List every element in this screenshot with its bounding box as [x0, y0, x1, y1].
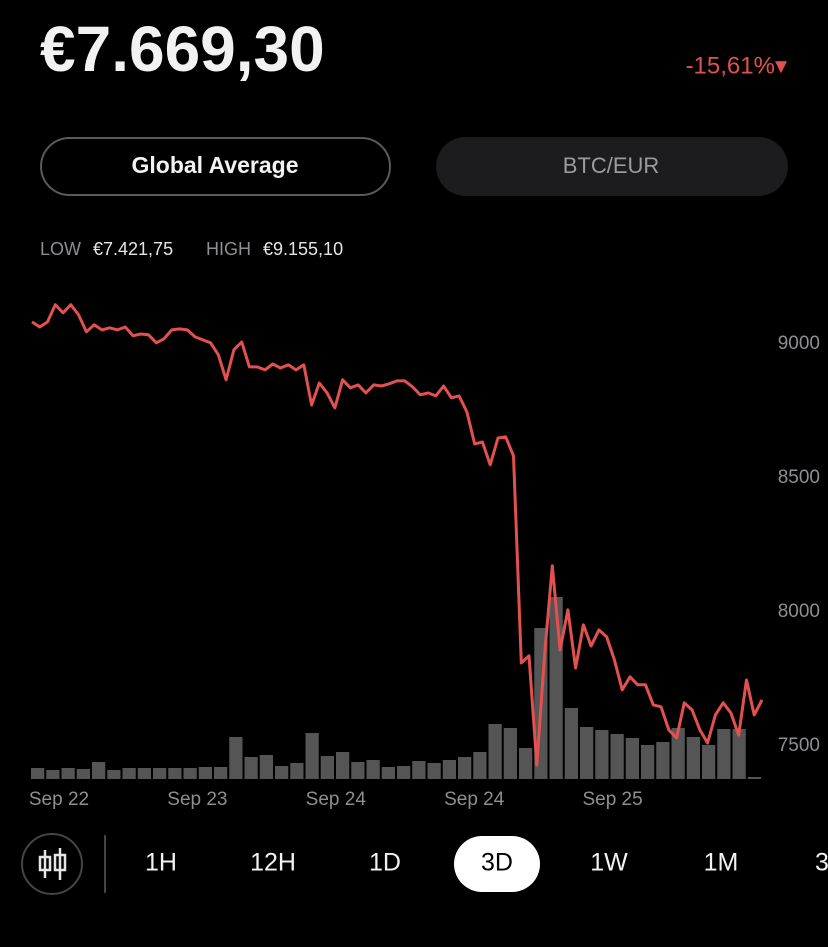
source-label[interactable]: BTC/EUR: [563, 153, 660, 178]
timeframe-button[interactable]: 3M: [815, 849, 828, 877]
volume-bar: [259, 755, 273, 779]
volume-bar: [153, 768, 167, 779]
low-value: €7.421,75: [93, 239, 173, 259]
volume-bar: [275, 766, 289, 779]
change: -15,61%▾: [686, 52, 787, 79]
volume-bar: [244, 757, 258, 779]
y-tick-label: 9000: [778, 333, 820, 354]
candle-icon: [38, 848, 67, 880]
timeframe-button[interactable]: 1D: [369, 849, 401, 877]
volume-bar: [336, 752, 350, 779]
timeframe-button[interactable]: 3D: [481, 849, 513, 877]
x-tick-label: Sep 24: [306, 789, 367, 810]
high-value: €9.155,10: [263, 239, 343, 259]
price: €7.669,30: [40, 13, 325, 85]
volume-bar: [31, 768, 45, 779]
timeframe-button[interactable]: 1W: [590, 849, 628, 877]
chart-style-button[interactable]: [21, 833, 83, 895]
high-label: HIGH: [206, 239, 251, 259]
source-button[interactable]: [40, 137, 391, 196]
volume-bar: [320, 756, 334, 779]
volume-bar: [488, 724, 502, 779]
source-label[interactable]: Global Average: [131, 152, 298, 178]
volume-bar: [397, 766, 411, 779]
volume-bar: [214, 767, 228, 779]
volume-bar: [564, 708, 578, 779]
volume-bar: [427, 763, 441, 779]
volume-bar: [351, 762, 365, 779]
price-line: [31, 303, 764, 767]
timeframe-bar: 1H 12H 1D 3D 1W 1M 3M: [145, 836, 828, 892]
volume-bar: [183, 768, 197, 779]
volume-bar: [46, 770, 60, 779]
low-label: LOW: [40, 239, 81, 259]
volume-bar: [92, 762, 106, 779]
y-tick-label: 8500: [778, 467, 820, 488]
x-tick-label: Sep 25: [582, 789, 642, 810]
volume-bar: [503, 728, 517, 779]
volume-bar: [610, 734, 624, 779]
volume-bar: [473, 752, 487, 779]
volume-bar: [519, 748, 533, 779]
volume-bar: [717, 729, 731, 779]
volume-bar: [732, 729, 746, 779]
volume-bar: [671, 728, 685, 779]
x-tick-label: Sep 22: [29, 789, 89, 810]
volume-bar: [305, 733, 319, 779]
volume-bar: [198, 767, 212, 779]
volume-bar: [702, 745, 716, 779]
volume-bar: [381, 767, 395, 779]
volume-bar: [366, 760, 380, 779]
volume-bar: [168, 768, 182, 779]
volume-bar: [580, 727, 594, 779]
volume-bar: [290, 763, 304, 779]
volume-bar: [122, 768, 136, 779]
y-tick-label: 7500: [778, 735, 820, 756]
timeframe-button[interactable]: 1M: [704, 849, 739, 877]
volume-bar: [747, 777, 761, 779]
x-tick-label: Sep 23: [167, 789, 227, 810]
volume-bar: [549, 597, 563, 779]
timeframe-button[interactable]: 1H: [145, 849, 177, 877]
volume-bar: [137, 768, 151, 779]
volume-bar: [107, 770, 121, 779]
volume-bar: [686, 737, 700, 779]
x-tick-label: Sep 24: [444, 789, 505, 810]
volume-bar: [625, 738, 639, 779]
volume-bar: [595, 730, 609, 779]
volume-bar: [412, 761, 426, 779]
timeframe-button[interactable]: 12H: [250, 849, 296, 877]
y-tick-label: 8000: [778, 601, 820, 622]
volume-bar: [61, 768, 75, 779]
volume-bar: [656, 742, 670, 779]
volume-bar: [442, 760, 456, 779]
volume-bar: [229, 737, 243, 779]
volume-bar: [458, 757, 472, 779]
chart: 7500 8000 8500 9000 Sep 22 Sep 23 Sep 24 Sep 24…: [29, 303, 820, 810]
volume-bar: [641, 745, 655, 779]
source-button[interactable]: [436, 137, 788, 196]
timeframe-selected[interactable]: [454, 836, 540, 892]
volume-bar: [76, 769, 90, 779]
